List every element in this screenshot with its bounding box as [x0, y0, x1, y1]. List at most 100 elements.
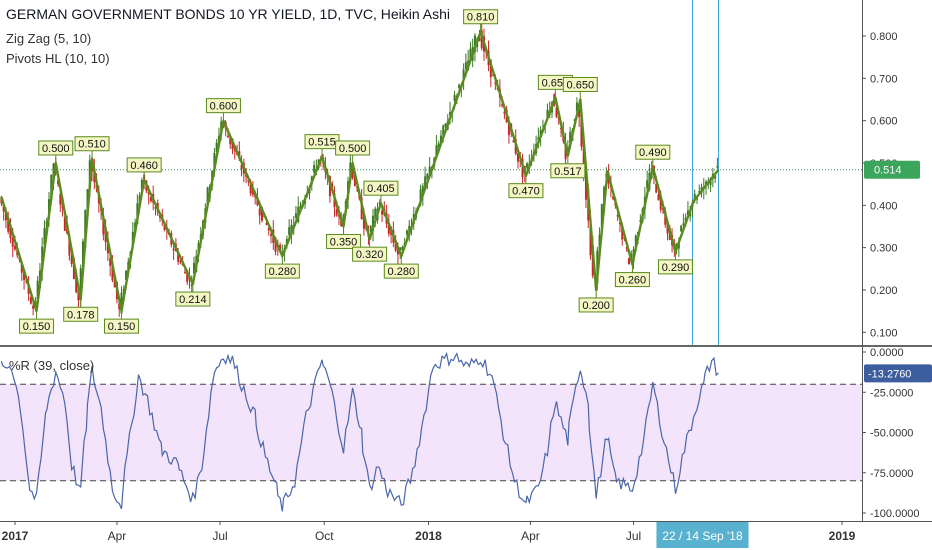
candle-body [546, 109, 549, 118]
candle-body [249, 184, 252, 194]
candle-body [449, 111, 452, 116]
candle-body [616, 215, 619, 217]
candle-body [154, 206, 157, 209]
candle-body [526, 163, 529, 168]
candle-body [362, 214, 365, 229]
candle-body [43, 228, 46, 245]
candle-body [118, 303, 121, 310]
price-tick-label: 0.200 [870, 285, 898, 297]
candle-body [424, 176, 427, 190]
pivot-label: 0.150 [23, 321, 51, 333]
candle-body [426, 173, 429, 180]
time-tick-label: 2017 [2, 529, 29, 543]
time-tick-label: Jul [212, 529, 227, 543]
candle-body [183, 272, 186, 274]
candle-body [634, 235, 637, 247]
wr-tick-label: -100.0000 [870, 508, 920, 520]
candle-body [435, 145, 438, 157]
candle-body [621, 225, 624, 240]
candle-body [503, 111, 506, 114]
candle-body [109, 258, 112, 266]
candle-body [215, 142, 218, 152]
price-tick-label: 0.700 [870, 73, 898, 85]
candle-body [566, 147, 569, 151]
candle-body [68, 237, 71, 256]
candle-body [421, 185, 424, 196]
candle-body [564, 143, 567, 160]
candle-body [294, 213, 297, 218]
pivot-label-box [38, 140, 74, 156]
candle-body [569, 131, 572, 144]
candle-body [111, 262, 114, 281]
candle-body [478, 37, 481, 42]
candle-body [172, 248, 175, 251]
chart-title: GERMAN GOVERNMENT BONDS 10 YR YIELD, 1D,… [6, 6, 450, 22]
candle-body [458, 84, 461, 88]
pivot-label-box [63, 306, 99, 322]
pivot-label: 0.280 [388, 266, 416, 278]
candle-body [20, 262, 23, 273]
candle-body [75, 272, 78, 293]
candle-body [399, 247, 402, 251]
pivot-label: 0.655 [542, 77, 570, 89]
price-tick-label: 0.800 [870, 31, 898, 43]
candle-body [419, 189, 422, 205]
candle-body [655, 183, 658, 193]
candle-body [555, 107, 558, 118]
williams-r-value: -13.2760 [868, 368, 911, 380]
candle-body [120, 292, 123, 314]
candle-body [70, 255, 73, 264]
candle-body [265, 223, 268, 225]
wr-tick-label: 0.0000 [870, 347, 904, 359]
time-tick-label: 2018 [415, 529, 442, 543]
candle-body [394, 239, 397, 251]
pivot-label-box [352, 246, 388, 262]
candle-body [11, 237, 14, 247]
pivot-label: 0.350 [330, 236, 358, 248]
date-range-highlight [656, 522, 749, 548]
time-tick-label: Jul [626, 529, 641, 543]
candle-body [686, 210, 689, 215]
pivot-label: 0.600 [210, 101, 238, 113]
candle-body [442, 125, 445, 136]
candle-body [192, 262, 195, 274]
candle-body [186, 270, 189, 282]
candle-body [14, 245, 16, 250]
pivot-label-box [578, 297, 614, 313]
candle-body [177, 253, 180, 262]
candle-body [578, 109, 581, 118]
candle-body [582, 139, 585, 172]
last-price-badge [864, 160, 920, 179]
pivot-label: 0.290 [662, 262, 690, 274]
date-range-label: 22 / 14 Sep '18 [662, 529, 743, 543]
pivot-label-box [335, 140, 371, 156]
pivot-label: 0.650 [567, 79, 595, 91]
candle-body [473, 35, 476, 52]
pivot-label: 0.200 [582, 300, 610, 312]
candle-body [226, 136, 229, 138]
candle-body [507, 122, 510, 136]
candle-body [714, 175, 717, 179]
pivot-label: 0.214 [179, 294, 207, 306]
candle-body [7, 216, 10, 232]
candle-body [381, 210, 384, 215]
williams-r-badge [864, 364, 932, 383]
candle-body [428, 166, 431, 174]
candle-body [462, 69, 465, 81]
pivot-label-box [74, 136, 110, 152]
candle-body [125, 270, 128, 280]
candle-body [229, 137, 232, 145]
candle-body [666, 222, 669, 234]
candle-body [213, 152, 216, 172]
candle-body [369, 225, 372, 232]
pivot-label: 0.280 [269, 266, 297, 278]
candles [0, 23, 719, 318]
overbought-oversold-band [0, 384, 862, 481]
time-tick-label: Oct [315, 529, 334, 543]
candle-body [698, 191, 701, 193]
pivot-label-box [205, 98, 241, 114]
candle-body [63, 216, 66, 231]
pivot-label-box [19, 318, 55, 334]
candle-body [258, 208, 261, 216]
